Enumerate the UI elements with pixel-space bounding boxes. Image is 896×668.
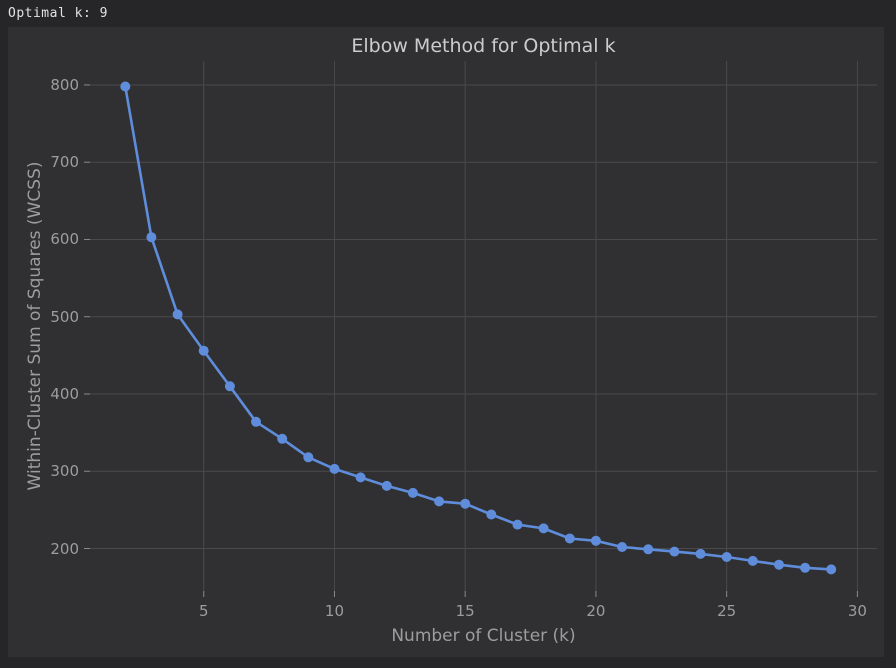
y-tick-label: 300 — [50, 462, 79, 481]
terminal-output-line: Optimal k: 9 — [8, 6, 108, 21]
y-tick-label: 700 — [50, 153, 79, 172]
x-tick-label: 25 — [717, 602, 737, 620]
x-tick-label: 15 — [455, 602, 475, 620]
elbow-curve-plot — [84, 61, 877, 597]
y-tick-label: 400 — [50, 384, 79, 403]
data-point — [695, 548, 706, 559]
data-point — [590, 535, 601, 546]
data-point — [800, 562, 811, 573]
x-tick-label: 5 — [198, 602, 209, 620]
data-point — [774, 559, 784, 570]
data-point — [381, 480, 392, 491]
data-point — [434, 496, 445, 507]
data-point — [407, 487, 418, 498]
chart-title: Elbow Method for Optimal k — [351, 35, 616, 57]
data-point — [329, 463, 340, 474]
data-point — [617, 542, 628, 552]
data-point — [277, 433, 288, 444]
x-tick-label: 30 — [847, 602, 867, 620]
y-tick-label: 600 — [50, 230, 79, 249]
y-tick-label: 500 — [50, 307, 79, 326]
data-point — [643, 544, 654, 555]
data-point — [826, 564, 837, 575]
chart-figure: Elbow Method for Optimal k 5 10 15 20 25 30 2… — [8, 27, 884, 657]
x-axis-label: Number of Cluster (k) — [391, 626, 576, 646]
plot-area: 5 10 15 20 25 30 200 300 400 500 600 700 800 Number… — [25, 61, 877, 646]
y-tick-label: 800 — [50, 75, 79, 94]
data-point — [538, 523, 549, 534]
data-point — [198, 345, 209, 356]
data-point — [303, 452, 314, 463]
data-point — [120, 81, 131, 92]
data-point — [721, 552, 732, 562]
y-tick-label: 200 — [50, 539, 79, 558]
data-point — [224, 381, 235, 392]
data-point — [172, 309, 183, 320]
x-tick-label: 20 — [586, 602, 606, 620]
wcss-line — [123, 85, 833, 571]
data-point — [564, 533, 575, 544]
data-point — [669, 546, 680, 557]
data-point — [146, 232, 157, 243]
x-tick-label: 10 — [324, 602, 344, 620]
y-axis-label: Within-Cluster Sum of Squares (WCSS) — [25, 161, 45, 491]
data-point — [486, 509, 497, 520]
data-point — [460, 498, 471, 509]
data-point — [355, 472, 366, 483]
data-point — [747, 555, 758, 566]
data-point — [251, 416, 261, 427]
data-point — [512, 519, 523, 530]
